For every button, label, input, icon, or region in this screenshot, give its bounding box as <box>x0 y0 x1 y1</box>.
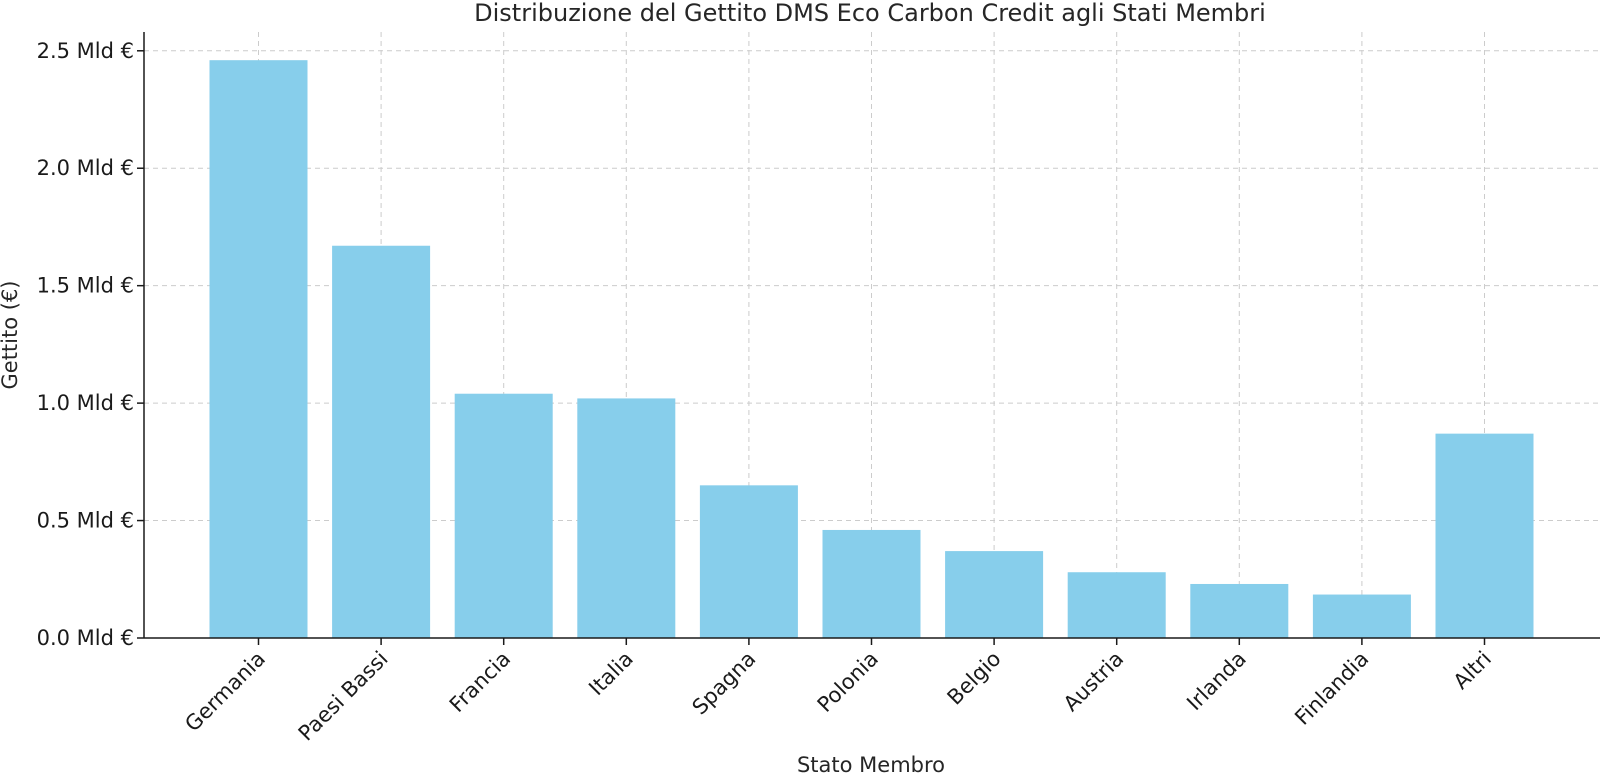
x-tick-label: Italia <box>584 647 638 701</box>
bar-altri <box>1435 433 1534 638</box>
x-tick-label: Francia <box>445 647 515 717</box>
bar-polonia <box>822 529 921 638</box>
bar-finlandia <box>1312 594 1411 638</box>
x-tick-label: Polonia <box>813 647 883 717</box>
x-tick-label: Germania <box>180 647 270 737</box>
y-tick-label: 1.0 Mld € <box>37 391 134 415</box>
x-tick-label: Irlanda <box>1182 647 1251 716</box>
bar-germania <box>209 60 308 639</box>
bar-spagna <box>699 485 798 638</box>
chart-title: Distribuzione del Gettito DMS Eco Carbon… <box>474 0 1266 27</box>
x-tick-label: Paesi Bassi <box>294 647 393 746</box>
bar-irlanda <box>1190 583 1289 638</box>
x-tick-label: Belgio <box>943 647 1006 710</box>
y-tick-label: 2.0 Mld € <box>37 156 134 180</box>
x-tick-label: Altri <box>1449 647 1496 694</box>
bar-francia <box>454 393 553 638</box>
x-tick-label: Finlandia <box>1290 647 1373 730</box>
y-ticks: 0.0 Mld € 0.5 Mld € 1.0 Mld € 1.5 Mld € 2.0 … <box>37 39 144 650</box>
x-tick-label: Austria <box>1059 647 1128 716</box>
x-tick-label: Spagna <box>688 647 761 720</box>
bar-belgio <box>945 551 1044 638</box>
bar-paesi-bassi <box>332 245 431 638</box>
x-axis-label: Stato Membro <box>797 753 945 774</box>
y-axis-label: Gettito (€) <box>0 281 22 390</box>
bars <box>209 60 1534 639</box>
x-ticks: Germania Paesi Bassi Francia Italia Spagna Po… <box>180 638 1496 746</box>
y-tick-label: 0.5 Mld € <box>37 509 134 533</box>
y-tick-label: 0.0 Mld € <box>37 626 134 650</box>
bar-austria <box>1067 572 1166 638</box>
y-tick-label: 2.5 Mld € <box>37 39 134 63</box>
bar-italia <box>577 398 676 638</box>
y-tick-label: 1.5 Mld € <box>37 274 134 298</box>
